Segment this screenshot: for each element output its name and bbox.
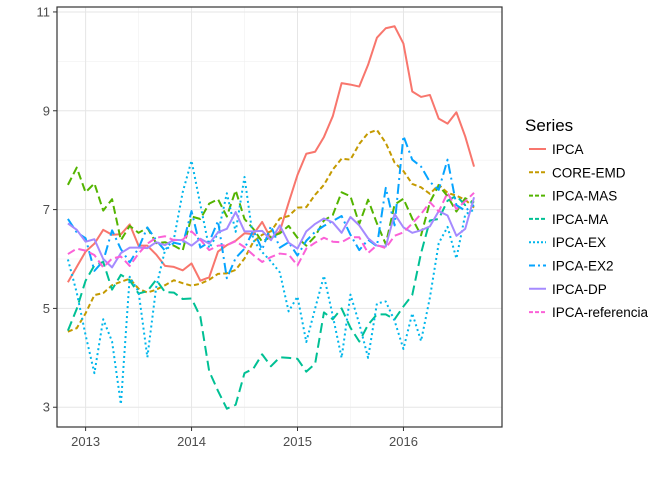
y-tick-label: 9 <box>43 103 50 118</box>
legend-label: IPCA-MAS <box>552 189 617 204</box>
series-line-core-emd <box>67 129 475 333</box>
x-tick-label: 2016 <box>389 434 418 449</box>
legend-item-ipca-ex2: IPCA-EX2 <box>529 259 614 274</box>
legend-label: IPCA-EX2 <box>552 259 614 274</box>
series-line-ipca <box>67 25 476 283</box>
axis-ticks <box>53 11 404 431</box>
series-line-ipca-ex2 <box>67 134 475 280</box>
series-line-ipca-ma <box>66 194 475 410</box>
y-tick-label: 11 <box>37 4 51 19</box>
legend-label: IPCA-DP <box>552 282 607 297</box>
legend-item-ipca-ma: IPCA-MA <box>529 212 608 227</box>
y-tick-label: 5 <box>43 301 50 316</box>
legend-label: CORE-EMD <box>552 165 626 180</box>
legend-item-ipca-dp: IPCA-DP <box>529 282 607 297</box>
legend-label: IPCA <box>552 142 584 157</box>
legend-item-core-emd: CORE-EMD <box>529 165 626 180</box>
x-tick-label: 2015 <box>283 434 312 449</box>
panel-border <box>56 6 503 428</box>
series-line-ipca-ex <box>66 159 475 406</box>
x-tick-label: 2013 <box>71 434 100 449</box>
y-tick-label: 3 <box>43 400 50 415</box>
y-tick-label: 7 <box>43 202 50 217</box>
legend-item-ipca-ex: IPCA-EX <box>529 235 606 250</box>
series-line-ipca-referencia <box>67 191 475 269</box>
legend-item-ipca-mas: IPCA-MAS <box>529 189 617 204</box>
legend-label: IPCA-MA <box>552 212 608 227</box>
legend-item-ipca: IPCA <box>529 142 584 157</box>
series-lines <box>66 25 476 410</box>
series-line-ipca-mas <box>67 166 475 252</box>
legend: Series IPCA CORE-EMD IPCA-MAS IPCA-MA IPCA-E… <box>525 116 649 320</box>
axis-labels: 3 5 7 9 11 2013 2014 2015 2016 <box>37 4 418 449</box>
legend-title: Series <box>525 116 573 135</box>
x-tick-label: 2014 <box>177 434 206 449</box>
legend-items: IPCA CORE-EMD IPCA-MAS IPCA-MA IPCA-EX IPCA-E… <box>529 142 649 320</box>
legend-label: IPCA-EX <box>552 235 606 250</box>
legend-item-ipca-referencia: IPCA-referencia <box>529 305 649 320</box>
legend-label: IPCA-referencia <box>552 305 649 320</box>
